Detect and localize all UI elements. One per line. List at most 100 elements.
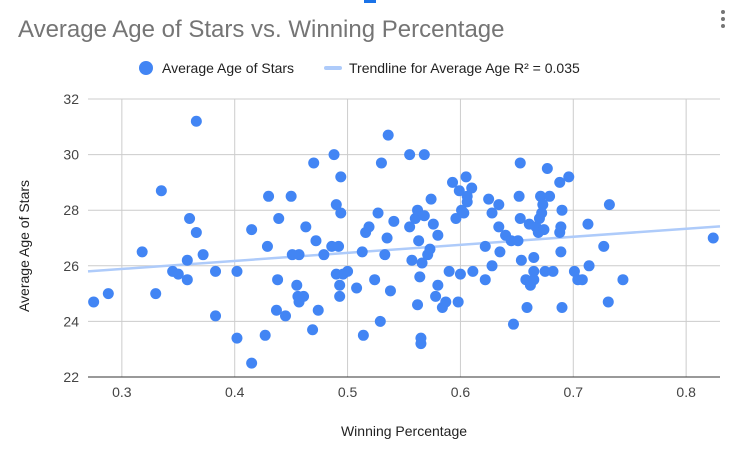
data-point [707,232,719,244]
trendline [87,225,721,273]
data-point [285,190,297,202]
data-point [181,274,193,286]
drag-handle[interactable] [364,0,376,3]
y-tick-label: 26 [63,258,79,274]
data-point [310,235,322,247]
data-point [335,207,347,219]
data-point [334,279,346,291]
data-point [467,265,479,277]
data-point [479,274,491,286]
data-point [372,207,384,219]
data-point [515,254,527,266]
data-point [432,229,444,241]
data-point [298,290,310,302]
data-point [388,215,400,227]
data-point [259,329,271,341]
data-point [381,232,393,244]
data-point [507,318,519,330]
data-point [273,213,285,225]
data-point [404,221,416,233]
data-point [184,213,196,225]
data-point [293,249,305,261]
more-options-icon[interactable] [716,8,730,32]
data-point [418,210,430,222]
data-point [270,304,282,316]
data-point [563,171,575,183]
legend-label-age: Average Age of Stars [162,60,294,76]
data-point [494,246,506,258]
data-point [512,235,524,247]
data-point [568,265,580,277]
data-point [460,171,472,183]
data-point [409,213,421,225]
data-point [210,310,222,322]
data-point [514,157,526,169]
data-point [427,218,439,230]
data-point [493,199,505,211]
data-point [461,196,473,208]
data-point [334,290,346,302]
data-point [528,265,540,277]
data-point [479,240,491,252]
data-point [404,149,416,161]
data-point [150,288,162,300]
data-point [272,274,284,286]
trendline-layer [87,225,721,273]
data-point [330,199,342,211]
data-point [454,268,466,280]
data-point [363,221,375,233]
data-point [452,296,464,308]
data-point [486,260,498,272]
y-tick-label: 32 [63,91,79,107]
data-point [190,226,202,238]
data-point [424,243,436,255]
data-point [263,190,275,202]
data-point [556,302,568,313]
data-point [447,176,459,188]
data-point [416,257,428,269]
data-point [539,265,551,277]
data-point [415,332,427,344]
x-tick-label: 0.8 [676,384,696,400]
data-point [231,265,243,277]
data-point [486,207,498,219]
data-point [333,240,345,252]
x-tick-label: 0.5 [338,384,358,400]
data-point [335,171,347,183]
data-point [598,240,610,252]
data-point [536,207,548,219]
data-point [197,249,209,261]
y-tick-label: 22 [63,369,79,385]
data-point [556,204,568,216]
data-point [318,249,330,261]
x-tick-label: 0.7 [564,384,584,400]
data-point [379,249,391,261]
data-point [450,213,462,225]
x-tick-label: 0.3 [112,384,132,400]
data-point [413,235,425,247]
data-point [102,288,114,300]
y-axis-label: Average Age of Stars [16,180,32,312]
data-point [582,218,594,230]
y-tick-label: 30 [63,147,79,163]
data-point [291,279,303,291]
x-tick-label: 0.4 [225,384,245,400]
data-point [307,324,319,336]
data-point [312,304,324,316]
data-point [382,129,394,141]
legend-marker-trendline [324,66,342,70]
data-point [280,310,291,322]
data-point [406,254,418,266]
data-point [544,190,556,202]
y-tick-label: 24 [63,313,79,329]
data-point [342,265,354,277]
axes: 22 24 26 28 30 32 0.3 0.4 0.5 0.6 0.7 0.8 [63,91,720,400]
data-points [88,115,719,369]
data-point [231,332,243,344]
data-point [554,176,566,188]
data-point [246,357,258,369]
data-point [181,254,193,266]
legend: Average Age of Stars Trendline for Avera… [139,60,580,76]
